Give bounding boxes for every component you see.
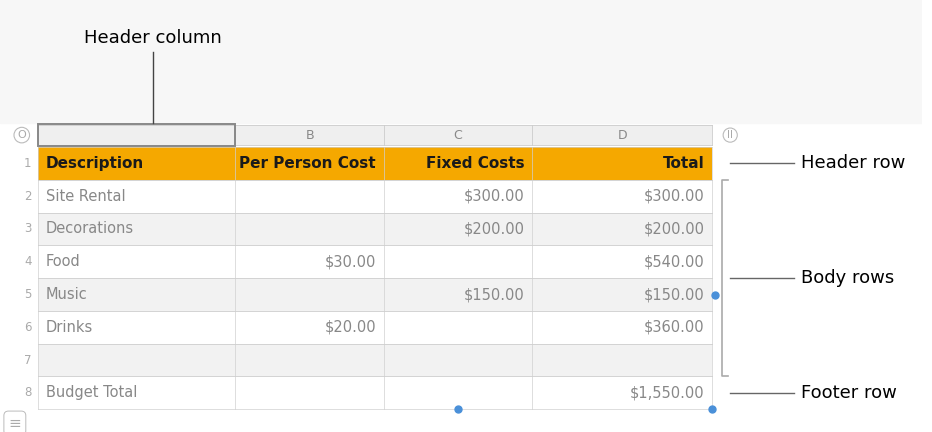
Text: 4: 4 (24, 255, 32, 268)
Text: $30.00: $30.00 (324, 254, 376, 269)
Text: B: B (306, 129, 314, 142)
Text: $300.00: $300.00 (463, 189, 525, 203)
Text: Food: Food (46, 254, 80, 269)
Text: Drinks: Drinks (46, 320, 93, 335)
Text: Footer row: Footer row (802, 384, 898, 402)
Text: Fixed Costs: Fixed Costs (426, 156, 525, 171)
Text: Total: Total (663, 156, 705, 171)
Text: 7: 7 (24, 353, 32, 367)
Bar (37, 213, 712, 245)
Bar (37, 124, 236, 146)
Bar (37, 125, 712, 145)
Text: $200.00: $200.00 (463, 222, 525, 236)
Bar (37, 344, 712, 376)
Text: Site Rental: Site Rental (46, 189, 125, 203)
Text: O: O (18, 130, 26, 140)
Text: Per Person Cost: Per Person Cost (240, 156, 376, 171)
Text: Header column: Header column (85, 29, 222, 47)
Bar (37, 180, 712, 213)
Bar (37, 278, 712, 311)
Text: Decorations: Decorations (46, 222, 133, 236)
Text: $150.00: $150.00 (463, 287, 525, 302)
Text: 5: 5 (24, 288, 32, 301)
Text: Description: Description (46, 156, 144, 171)
Text: D: D (618, 129, 627, 142)
Text: Body rows: Body rows (802, 269, 895, 287)
Text: 3: 3 (24, 222, 32, 235)
Bar (37, 376, 712, 409)
Text: II: II (727, 130, 733, 140)
Text: $1,550.00: $1,550.00 (630, 385, 705, 400)
Text: Header row: Header row (802, 154, 906, 172)
Text: $20.00: $20.00 (324, 320, 376, 335)
Text: 6: 6 (24, 321, 32, 334)
Bar (37, 147, 712, 180)
Bar (37, 245, 712, 278)
Text: 2: 2 (24, 190, 32, 203)
Text: Music: Music (46, 287, 88, 302)
Text: $150.00: $150.00 (644, 287, 705, 302)
Text: ≡: ≡ (8, 416, 21, 431)
Text: $300.00: $300.00 (644, 189, 705, 203)
Text: C: C (454, 129, 462, 142)
Text: $540.00: $540.00 (644, 254, 705, 269)
Text: $360.00: $360.00 (644, 320, 705, 335)
Text: Budget Total: Budget Total (46, 385, 137, 400)
Bar (0, 0, 922, 123)
Text: 1: 1 (24, 157, 32, 170)
Text: 8: 8 (24, 386, 32, 399)
Bar (37, 311, 712, 344)
Text: $200.00: $200.00 (643, 222, 705, 236)
